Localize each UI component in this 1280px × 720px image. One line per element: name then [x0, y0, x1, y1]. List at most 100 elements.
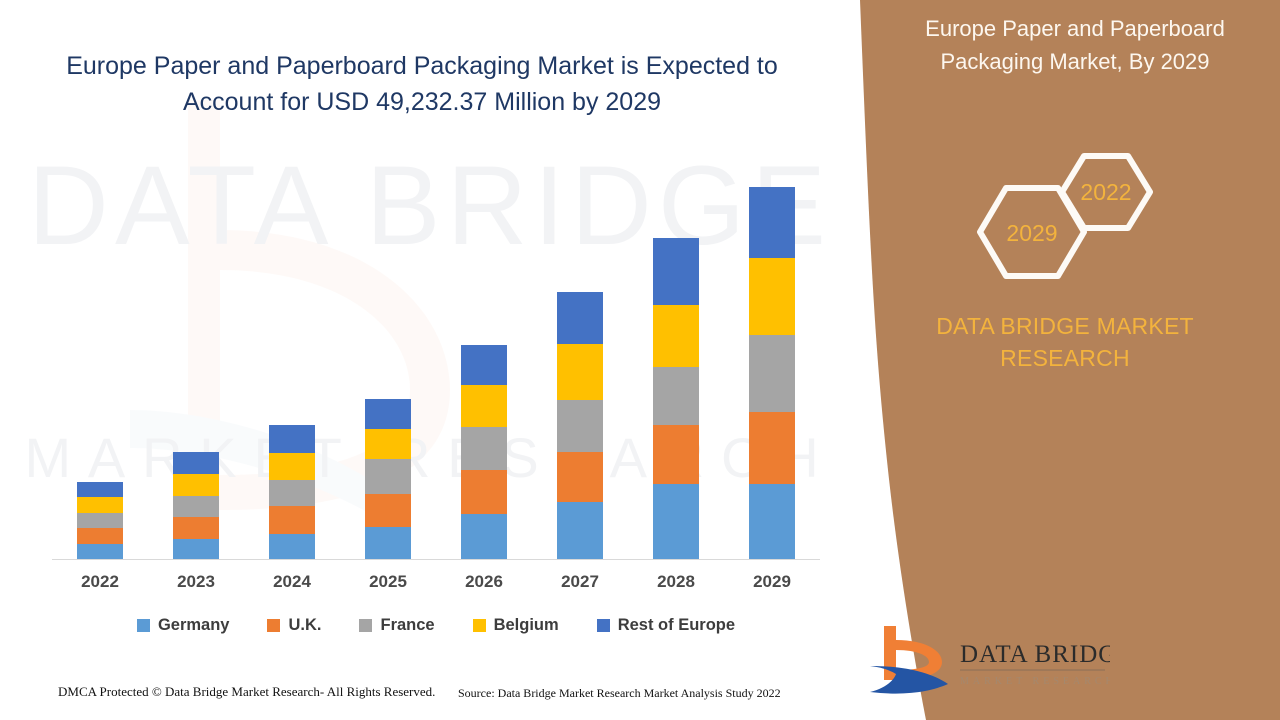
hexagon-badges: 2029 2022: [840, 140, 1280, 300]
bar-segment-france[interactable]: [365, 459, 411, 494]
bar-segment-u-k[interactable]: [461, 470, 507, 514]
stacked-bar[interactable]: [749, 187, 795, 559]
bar-segment-rest-of-europe[interactable]: [461, 345, 507, 385]
brand-name: DATA BRIDGE MARKET RESEARCH: [936, 313, 1194, 371]
legend-item-u-k[interactable]: U.K.: [267, 616, 321, 635]
page-title: Europe Paper and Paperboard Packaging Ma…: [66, 52, 778, 116]
copyright-text: DMCA Protected © Data Bridge Market Rese…: [58, 684, 436, 699]
bar-column-2028[interactable]: [628, 151, 724, 559]
x-axis-label-2022: 2022: [81, 572, 119, 591]
stacked-bar[interactable]: [557, 292, 603, 559]
x-axis-label-2025: 2025: [369, 572, 407, 591]
hexagon-2029-outline: [977, 185, 1087, 279]
legend-swatch: [136, 619, 150, 632]
logo-wordmark: DATA BRIDGE: [960, 641, 1110, 668]
bar-segment-rest-of-europe[interactable]: [269, 425, 315, 453]
bar-segment-u-k[interactable]: [557, 452, 603, 502]
bar-segment-germany[interactable]: [269, 534, 315, 559]
x-axis-label-2029: 2029: [753, 572, 791, 591]
logo-mark: [870, 626, 948, 694]
legend-label: France: [380, 616, 435, 634]
bar-segment-belgium[interactable]: [653, 305, 699, 367]
stacked-bar-chart: [52, 150, 820, 560]
bar-segment-france[interactable]: [653, 367, 699, 425]
legend-item-belgium[interactable]: Belgium: [472, 616, 559, 635]
bar-segment-france[interactable]: [269, 480, 315, 506]
stacked-bar[interactable]: [269, 425, 315, 559]
bar-segment-u-k[interactable]: [173, 517, 219, 539]
right-side-panel: Europe Paper and Paperboard Packaging Ma…: [840, 0, 1280, 720]
bar-column-2027[interactable]: [532, 151, 628, 559]
legend-label: Rest of Europe: [617, 616, 736, 634]
bar-segment-germany[interactable]: [653, 484, 699, 559]
legend-swatch: [472, 619, 486, 632]
bar-segment-rest-of-europe[interactable]: [365, 399, 411, 429]
bar-segment-germany[interactable]: [173, 539, 219, 559]
legend-label: U.K.: [288, 616, 322, 634]
stacked-bar[interactable]: [365, 399, 411, 559]
bar-segment-france[interactable]: [461, 427, 507, 470]
bar-column-2025[interactable]: [340, 151, 436, 559]
bar-segment-belgium[interactable]: [365, 429, 411, 459]
bar-segment-belgium[interactable]: [557, 344, 603, 400]
bar-segment-belgium[interactable]: [461, 385, 507, 427]
bar-segment-germany[interactable]: [365, 527, 411, 559]
hexagon-2022-outline: [1059, 153, 1153, 231]
bar-segment-rest-of-europe[interactable]: [77, 482, 123, 497]
bar-segment-rest-of-europe[interactable]: [749, 187, 795, 258]
x-axis-label-2023: 2023: [177, 572, 215, 591]
bar-segment-u-k[interactable]: [749, 412, 795, 484]
bar-segment-france[interactable]: [749, 335, 795, 412]
legend-label: Belgium: [493, 616, 559, 634]
bar-column-2026[interactable]: [436, 151, 532, 559]
legend-swatch: [596, 619, 610, 632]
bar-column-2023[interactable]: [148, 151, 244, 559]
chart-legend: Germany U.K. France Belgium Rest of Europe: [52, 616, 820, 635]
bar-segment-belgium[interactable]: [269, 453, 315, 480]
bar-segment-belgium[interactable]: [173, 474, 219, 496]
bar-segment-u-k[interactable]: [269, 506, 315, 534]
bar-segment-u-k[interactable]: [365, 494, 411, 527]
legend-swatch: [267, 619, 281, 632]
bar-segment-france[interactable]: [557, 400, 603, 452]
bar-segment-france[interactable]: [77, 513, 123, 528]
x-axis-labels: 2022 2023 2024 2025 2026 2027 2028 2029: [52, 572, 820, 592]
legend-label: Germany: [157, 616, 230, 634]
bar-segment-belgium[interactable]: [749, 258, 795, 335]
bar-segment-germany[interactable]: [77, 544, 123, 559]
bar-group: [52, 151, 820, 559]
panel-title: Europe Paper and Paperboard Packaging Ma…: [925, 16, 1225, 74]
bar-segment-u-k[interactable]: [653, 425, 699, 484]
bar-segment-u-k[interactable]: [77, 528, 123, 544]
stacked-bar[interactable]: [77, 482, 123, 559]
x-axis-label-2026: 2026: [465, 572, 503, 591]
source-text: Source: Data Bridge Market Research Mark…: [458, 686, 781, 700]
chart-plot-area: [52, 150, 820, 560]
x-axis-label-2028: 2028: [657, 572, 695, 591]
bar-segment-rest-of-europe[interactable]: [653, 238, 699, 305]
stacked-bar[interactable]: [461, 345, 507, 559]
bar-segment-rest-of-europe[interactable]: [557, 292, 603, 344]
bar-segment-rest-of-europe[interactable]: [173, 452, 219, 474]
bar-segment-belgium[interactable]: [77, 497, 123, 513]
data-bridge-logo: DATA BRIDGE MARKET RESEARCH: [860, 618, 1133, 702]
x-axis-line: [52, 559, 820, 560]
hexagon-2029-label: 2029: [1006, 220, 1057, 246]
bar-column-2022[interactable]: [52, 151, 148, 559]
bar-column-2029[interactable]: [724, 151, 820, 559]
legend-item-germany[interactable]: Germany: [136, 616, 230, 635]
bar-segment-germany[interactable]: [749, 484, 795, 559]
bar-segment-germany[interactable]: [557, 502, 603, 559]
bar-segment-germany[interactable]: [461, 514, 507, 559]
x-axis-label-2024: 2024: [273, 572, 311, 591]
legend-swatch: [359, 619, 373, 632]
bar-segment-france[interactable]: [173, 496, 219, 517]
legend-item-france[interactable]: France: [359, 616, 435, 635]
bar-column-2024[interactable]: [244, 151, 340, 559]
hexagon-2022-label: 2022: [1080, 179, 1131, 205]
stacked-bar[interactable]: [653, 238, 699, 559]
stacked-bar[interactable]: [173, 452, 219, 559]
legend-item-rest-of-europe[interactable]: Rest of Europe: [596, 616, 736, 635]
x-axis-label-2027: 2027: [561, 572, 599, 591]
